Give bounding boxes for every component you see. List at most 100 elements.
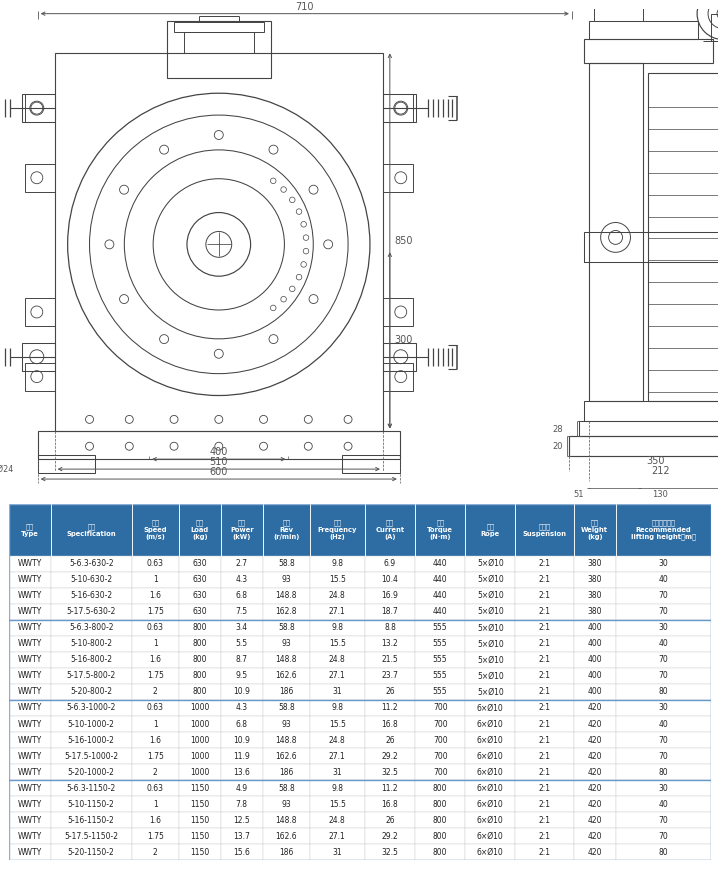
Text: 11.9: 11.9	[233, 752, 250, 760]
Text: 420: 420	[588, 848, 602, 857]
Text: 6×Ø10: 6×Ø10	[477, 848, 504, 857]
Bar	[179, 780, 221, 796]
Text: 4.3: 4.3	[235, 575, 248, 584]
Text: 电流
Current
(A): 电流 Current (A)	[375, 520, 405, 540]
Text: 30: 30	[659, 623, 668, 633]
Bar	[574, 732, 616, 748]
Bar	[221, 587, 263, 604]
Text: WWTY: WWTY	[17, 848, 42, 857]
Text: 1.6: 1.6	[149, 735, 161, 745]
Text: 曳引比
Suspension: 曳引比 Suspension	[523, 523, 567, 536]
Text: 4.9: 4.9	[235, 784, 248, 793]
Bar	[221, 845, 263, 860]
Bar	[38, 431, 400, 459]
Bar	[569, 436, 720, 456]
Bar	[263, 796, 310, 813]
Bar	[179, 716, 221, 732]
Text: 700: 700	[433, 767, 447, 777]
Bar	[574, 572, 616, 587]
Text: 93: 93	[282, 799, 291, 809]
Bar	[9, 732, 50, 748]
Text: 5×Ø10: 5×Ø10	[477, 575, 504, 584]
Bar	[465, 716, 516, 732]
Text: 2:1: 2:1	[539, 767, 551, 777]
Text: 400: 400	[588, 640, 602, 648]
Bar	[584, 401, 720, 421]
Text: 16.9: 16.9	[382, 591, 398, 600]
Bar	[365, 764, 415, 780]
Bar	[465, 636, 516, 652]
Bar	[574, 845, 616, 860]
Text: 15.5: 15.5	[329, 799, 346, 809]
Text: 93: 93	[282, 575, 291, 584]
Bar	[365, 636, 415, 652]
Bar	[516, 604, 574, 620]
Text: 2:1: 2:1	[539, 799, 551, 809]
Bar	[179, 813, 221, 828]
Text: 2:1: 2:1	[539, 848, 551, 857]
Text: 2:1: 2:1	[539, 672, 551, 680]
Bar	[9, 828, 50, 845]
Text: 30: 30	[659, 559, 668, 568]
Bar	[310, 716, 365, 732]
Text: 186: 186	[279, 767, 294, 777]
Text: 27.1: 27.1	[329, 607, 346, 616]
Bar	[221, 732, 263, 748]
Bar	[365, 732, 415, 748]
Bar	[310, 845, 365, 860]
Bar	[50, 504, 132, 555]
Text: 2:1: 2:1	[539, 784, 551, 793]
Bar	[184, 31, 253, 53]
Text: 186: 186	[279, 687, 294, 696]
Text: 70: 70	[659, 735, 668, 745]
Bar	[516, 652, 574, 668]
Text: 10.4: 10.4	[382, 575, 398, 584]
Bar	[310, 684, 365, 700]
Bar	[415, 780, 465, 796]
Text: 5×Ø10: 5×Ø10	[477, 607, 504, 616]
Text: 18.7: 18.7	[382, 607, 398, 616]
Bar	[365, 813, 415, 828]
Text: 93: 93	[282, 640, 291, 648]
Text: 380: 380	[588, 559, 602, 568]
Text: 5-16-1150-2: 5-16-1150-2	[68, 816, 114, 825]
Text: 40: 40	[659, 720, 668, 728]
Text: 1.75: 1.75	[147, 752, 163, 760]
Text: 5×Ø10: 5×Ø10	[477, 623, 504, 633]
Bar	[9, 716, 50, 732]
Bar	[310, 813, 365, 828]
Bar	[616, 668, 711, 684]
Text: WWTY: WWTY	[17, 655, 42, 665]
Bar	[221, 780, 263, 796]
Bar	[574, 716, 616, 732]
Bar	[310, 636, 365, 652]
Text: 800: 800	[433, 832, 447, 841]
Text: 555: 555	[433, 640, 447, 648]
Bar	[465, 796, 516, 813]
Bar	[310, 587, 365, 604]
Text: 6×Ø10: 6×Ø10	[477, 720, 504, 728]
Text: 2:1: 2:1	[539, 687, 551, 696]
Text: 规格
Specification: 规格 Specification	[66, 523, 116, 536]
Bar	[465, 620, 516, 636]
Text: 6×Ø10: 6×Ø10	[477, 832, 504, 841]
Text: 555: 555	[433, 687, 447, 696]
Text: 440: 440	[433, 591, 447, 600]
Bar	[465, 700, 516, 716]
Bar	[365, 700, 415, 716]
Text: 7.8: 7.8	[236, 799, 248, 809]
Text: 自重
Weight
(kg): 自重 Weight (kg)	[581, 520, 608, 540]
Bar	[465, 587, 516, 604]
Bar	[50, 845, 132, 860]
Bar	[616, 845, 711, 860]
Bar	[50, 572, 132, 587]
Bar	[50, 828, 132, 845]
Text: 26: 26	[385, 816, 395, 825]
Bar	[22, 342, 55, 371]
Bar	[516, 828, 574, 845]
Bar	[310, 668, 365, 684]
Bar	[55, 53, 383, 431]
Text: 5-6.3-1150-2: 5-6.3-1150-2	[66, 784, 116, 793]
Text: 80: 80	[659, 767, 668, 777]
Bar	[574, 764, 616, 780]
